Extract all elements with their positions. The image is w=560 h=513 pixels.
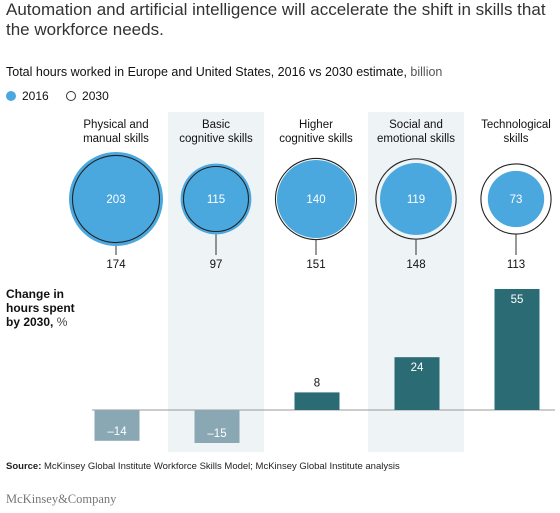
value-label-2030: 148 [406,259,425,271]
change-value-label: 24 [411,362,424,374]
source-text: McKinsey Global Institute Workforce Skil… [44,461,400,472]
circle-2030 [375,158,457,240]
change-label: hours spent [6,301,75,315]
chart-headline: Automation and artificial intelligence w… [6,0,546,39]
subtitle-text: Total hours worked in Europe and United … [6,65,407,79]
category-label: Social and [389,119,443,131]
change-bar [94,410,140,441]
category-label: skills [504,133,529,145]
value-label-2016: 115 [207,194,225,206]
source-label: Source: [6,461,42,472]
category-label: Physical and [83,119,148,131]
brand-logo: McKinsey&Company [6,492,117,506]
value-label-2016: 203 [106,194,125,206]
change-bar [294,392,340,410]
legend-swatch-2030 [66,91,77,101]
category-label: Technological [481,119,551,131]
change-value-label: –15 [207,428,226,440]
value-label-2030: 113 [507,259,525,271]
legend-label-2016: 2016 [22,89,49,103]
circle-2030 [182,165,250,233]
circle-2030 [71,154,161,244]
change-bar [494,289,540,410]
category-label: Basic [202,119,230,131]
change-value-label: 8 [314,377,320,389]
value-label-2030: 151 [306,259,325,271]
legend-item-2030: 2030 [66,89,109,103]
category-label: emotional skills [377,133,455,145]
source-note: Source: McKinsey Global Institute Workfo… [6,461,400,472]
legend-swatch-2016 [6,91,16,101]
value-label-2016: 140 [306,194,325,206]
change-unit: % [57,315,68,329]
change-label: by 2030, % [6,315,68,329]
circle-2016 [180,163,252,235]
value-label-2016: 73 [510,194,523,206]
change-bar [394,357,440,410]
change-label: Change in [6,287,64,301]
value-label-2016: 119 [407,194,425,206]
circle-2016 [380,163,452,235]
circle-2016 [276,159,356,239]
chart-subtitle: Total hours worked in Europe and United … [6,65,442,79]
category-label: manual skills [83,133,149,145]
change-bar [194,410,240,443]
circle-2016 [487,170,545,228]
change-value-label: –14 [107,426,127,438]
subtitle-unit: billion [410,65,443,79]
legend-label-2030: 2030 [82,89,109,103]
value-label-2030: 97 [210,259,223,271]
legend: 2016 2030 [6,89,123,104]
category-label: Higher [299,119,333,131]
circle-2016 [69,152,163,246]
category-label: cognitive skills [279,133,353,145]
shaded-column [168,112,264,452]
category-label: cognitive skills [179,133,253,145]
legend-item-2016: 2016 [6,89,49,103]
circle-2030 [274,157,358,241]
change-value-label: 55 [511,294,524,306]
value-label-2030: 174 [106,259,126,271]
